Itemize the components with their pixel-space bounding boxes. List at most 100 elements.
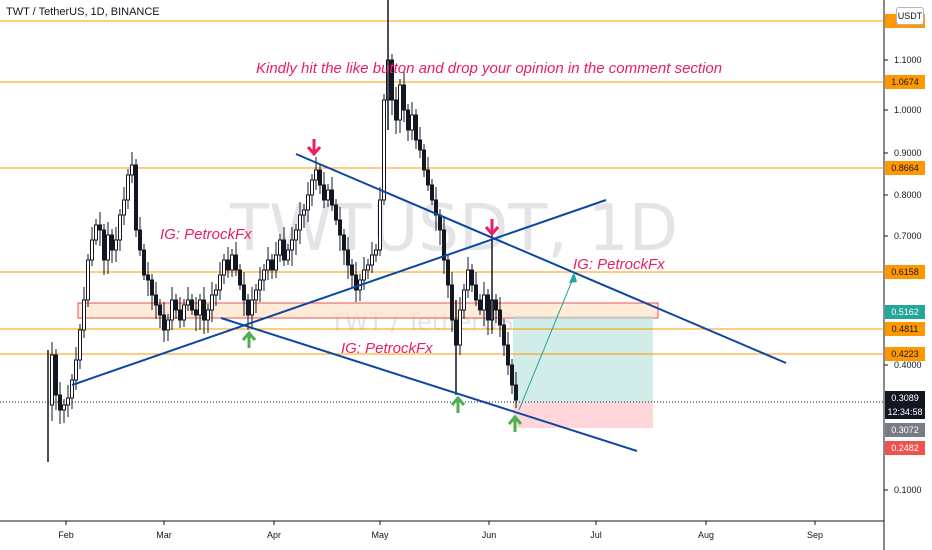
candle-up [78,329,82,361]
candle-up [458,309,462,346]
candle-up [130,164,134,176]
candle-down [406,109,410,131]
candle-up [286,249,290,261]
candle-down [330,189,334,206]
currency-button[interactable]: USDT [896,7,924,25]
candle-up [366,264,370,271]
y-axis-ticks: 1.1000 1.0000 0.9000 0.8000 0.7000 0.4000 0.10… [884,55,922,495]
candle-up [254,289,258,301]
trendline-support-rising [71,199,607,386]
candle-down [202,299,206,321]
trendline-channel-bottom [220,317,638,452]
price-tag [885,405,925,419]
candle-down [514,384,518,401]
candle-down [174,299,178,311]
candle-down [506,344,510,366]
x-tick-label: Feb [58,530,74,540]
candle-down [442,229,446,261]
y-tick-label: 0.9000 [894,148,922,158]
candle-down [430,184,434,201]
candle-down [402,84,406,111]
candle-down [162,314,166,331]
candle-down [142,249,146,276]
candle-up [206,309,210,321]
price-tag [885,441,925,455]
y-tick-label: 0.7000 [894,231,922,241]
ig-label: IG: PetrockFx [160,226,252,243]
candle-up [170,299,174,321]
candle-down [282,239,286,261]
candle-down [450,284,454,321]
candle-up [198,299,202,316]
ig-label: IG: PetrockFx [573,256,665,273]
candle-down [486,294,490,321]
profit-zone [513,316,653,402]
down-arrow-icon [484,219,500,237]
up-arrow-icon [241,330,257,348]
projection-line [518,275,575,411]
candle-down [446,259,450,286]
candle-up [462,289,466,311]
candle-up [370,254,374,266]
price-tag [885,347,925,361]
candle-down [134,164,138,231]
loss-zone [513,402,653,428]
candle-up [106,234,110,261]
candle-down [510,364,514,386]
x-tick-label: Sep [807,530,823,540]
candle-down [110,234,114,251]
candle-down [494,299,498,311]
candle-up [306,194,310,211]
candle-up [82,299,86,331]
x-axis-ticks: Feb Mar Apr May Jun Jul Aug Sep [58,521,823,540]
candle-up [94,224,98,241]
price-tag-label: 0.3089 [891,393,919,403]
y-tick-label: 1.1000 [894,55,922,65]
candle-down [346,249,350,266]
price-tag [885,161,925,175]
price-tag [885,391,925,405]
candle-down [474,284,478,301]
candle-up [410,114,414,131]
candle-down [350,264,354,276]
horizontal-levels [0,20,884,355]
candle-down [342,234,346,251]
y-tick-label: 0.8000 [894,190,922,200]
candle-up [314,169,318,181]
candle-up [70,379,74,399]
candle-up [66,397,70,406]
x-tick-label: Aug [698,530,714,540]
candle-down [338,219,342,236]
candle-up [258,279,262,291]
candle-up [266,259,270,271]
candle-up [290,239,294,251]
candles [47,0,518,462]
down-arrow-icon [306,139,322,157]
candle-up [398,84,402,121]
resistance-zone [77,302,659,319]
candle-down [270,259,274,271]
candle-up [90,239,94,261]
candle-down [414,114,418,141]
candle-up [122,199,126,216]
candle-down [478,299,482,311]
candle-up [118,214,122,241]
candle-down [226,259,230,271]
candle-down [146,274,150,281]
candle-down [242,284,246,301]
candle-down [138,229,142,251]
up-arrow-icon [507,414,523,432]
candle-up [50,354,54,406]
candle-up [230,254,234,271]
candle-down [178,309,182,321]
candle-down [502,324,506,346]
candle-down [98,224,102,231]
candle-up [210,294,214,311]
candle-up [86,259,90,301]
candle-up [378,199,382,251]
price-tag-label: 0.8664 [891,163,919,173]
candle-up [278,239,282,256]
x-tick-label: Apr [267,530,281,540]
candle-up [62,404,66,411]
